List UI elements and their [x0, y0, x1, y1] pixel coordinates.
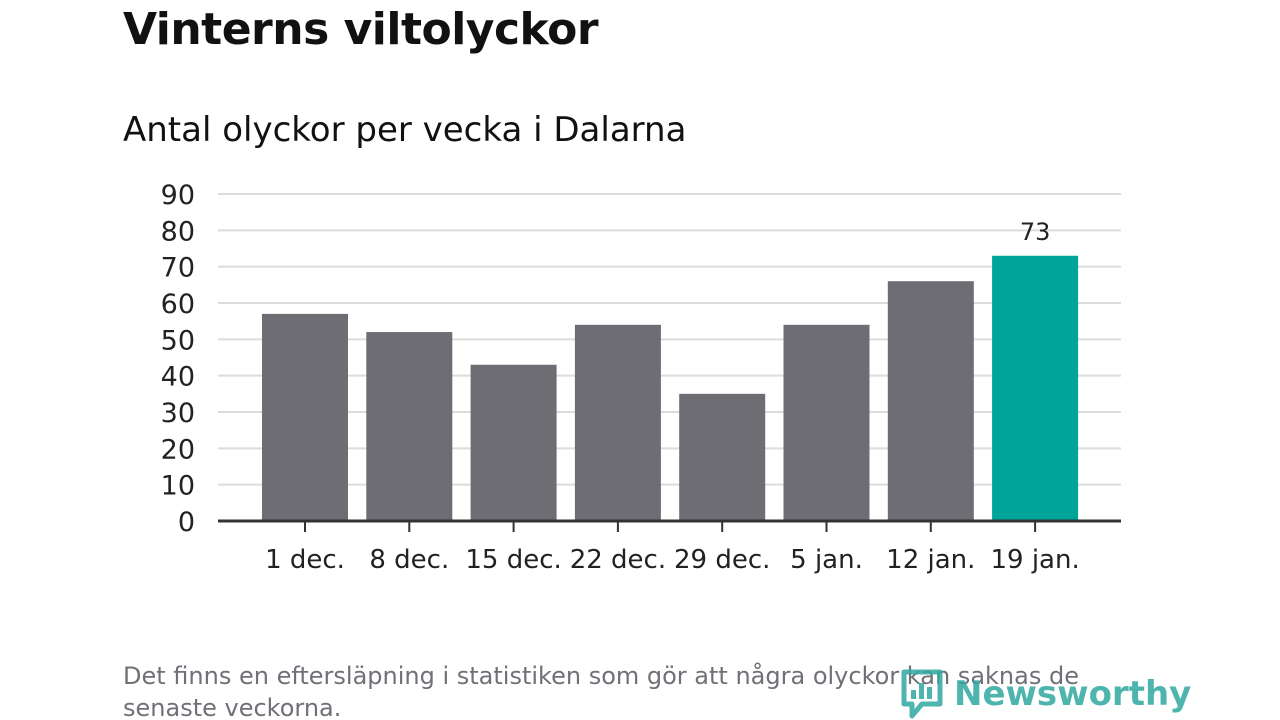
brand-name: Newsworthy: [954, 674, 1192, 714]
y-tick-label: 20: [161, 434, 195, 465]
y-tick-label: 90: [161, 180, 195, 211]
x-tick-label: 19 jan.: [990, 545, 1079, 575]
bar-1: [262, 313, 348, 521]
y-axis-ticks: 0 10 20 30 40 50 60 70 80 90: [161, 180, 195, 538]
x-tick-label: 29 dec.: [674, 545, 770, 575]
data-labels: 73: [1020, 218, 1051, 246]
y-tick-label: 60: [161, 289, 195, 320]
y-tick-label: 10: [161, 471, 195, 502]
brand-logo: Newsworthy: [900, 668, 1191, 720]
bar-2: [366, 332, 453, 521]
x-tick-label: 1 dec.: [265, 545, 345, 575]
gridlines: [218, 193, 1121, 486]
y-tick-label: 30: [161, 398, 195, 429]
y-tick-label: 70: [161, 253, 195, 284]
x-tick-label: 12 jan.: [886, 545, 975, 575]
y-tick-label: 0: [178, 507, 195, 538]
bar-6: [783, 324, 870, 521]
bar-4: [574, 324, 661, 521]
chart-subtitle: Antal olyckor per vecka i Dalarna: [123, 110, 687, 150]
y-tick-label: 50: [161, 325, 195, 356]
y-tick-label: 80: [161, 216, 195, 247]
bars: [262, 255, 1079, 521]
chart-title: Vinterns viltolyckor: [123, 4, 599, 55]
bar-3: [470, 364, 557, 521]
y-tick-label: 40: [161, 362, 195, 393]
x-tick-label: 8 dec.: [369, 545, 449, 575]
bar-5: [679, 393, 766, 521]
bar-8: [992, 255, 1079, 521]
data-label-highlight: 73: [1020, 218, 1051, 246]
newsworthy-logo-icon: [901, 669, 943, 719]
x-tick-label: 5 jan.: [790, 545, 863, 575]
x-axis: 1 dec. 8 dec. 15 dec. 22 dec. 29 dec. 5 jan. 1…: [218, 519, 1121, 575]
x-tick-label: 22 dec.: [570, 545, 666, 575]
bar-7: [887, 281, 974, 521]
x-tick-label: 15 dec.: [465, 545, 561, 575]
